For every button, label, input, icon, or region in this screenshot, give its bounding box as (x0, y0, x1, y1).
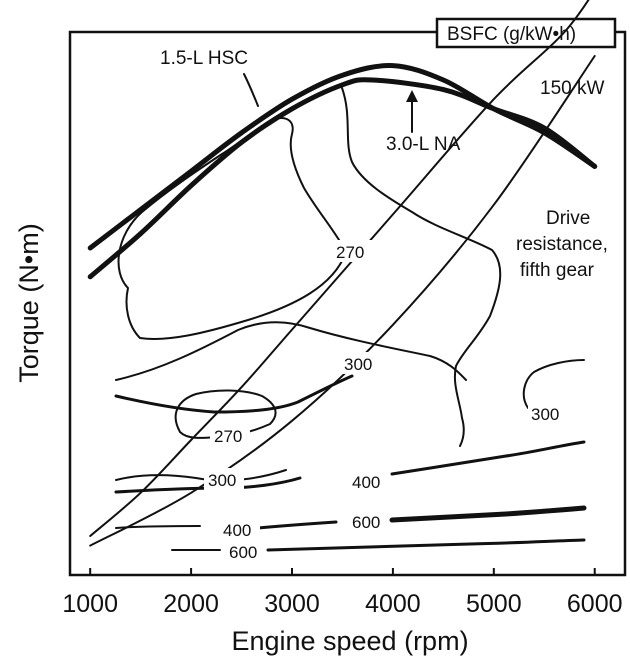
contour-400-low-right (256, 520, 338, 530)
contour-label-270-lower: 270 (214, 427, 242, 446)
series-line-drive-resistance (89, 55, 596, 547)
y-axis-title: Torque (N•m) (14, 223, 44, 382)
series-line-na (87, 77, 598, 280)
contour-300-lower-line (114, 374, 354, 414)
contour-labels: 270 270 300 300 300 400 400 600 600 (204, 240, 568, 562)
na-label: 3.0-L NA (386, 134, 461, 155)
contour-300-right (522, 359, 585, 409)
contour-label-600-right: 600 (352, 513, 380, 532)
drive-label-3: fifth gear (520, 260, 595, 281)
series-line-power (89, 0, 590, 537)
bsfc-legend-text: BSFC (g/kW•h) (447, 24, 576, 45)
contour-300-mid (341, 87, 502, 447)
contour-label-270-upper: 270 (336, 243, 364, 262)
x-tick-label-4: 5000 (466, 590, 522, 618)
x-tick-label-0: 1000 (62, 590, 118, 618)
bsfc-legend-box (435, 17, 617, 49)
drive-label-2: resistance, (516, 234, 608, 255)
x-tick-label-1: 2000 (163, 590, 219, 618)
power-label: 150 kW (540, 78, 604, 99)
hsc-label: 1.5-L HSC (160, 48, 248, 69)
contour-600-right (389, 505, 587, 523)
contour-label-600-low: 600 (229, 543, 257, 562)
hsc-leader (243, 73, 259, 107)
x-tick-label-3: 4000 (365, 590, 421, 618)
contour-600-low-right (266, 538, 586, 552)
drive-label-1: Drive (546, 208, 590, 229)
contour-label-400-right: 400 (352, 473, 380, 492)
contour-label-300-low: 300 (208, 471, 236, 490)
contour-400-low (115, 525, 201, 529)
contour-300-low (115, 469, 287, 482)
x-axis-ticks: 1000 2000 3000 4000 5000 6000 (62, 568, 623, 618)
x-tick-label-2: 3000 (264, 590, 320, 618)
series-line-hsc (87, 63, 598, 251)
contour-400-right (390, 440, 586, 476)
plot-frame (68, 30, 627, 577)
contour-label-300-right: 300 (531, 405, 559, 424)
x-axis-title: Engine speed (rpm) (231, 626, 468, 656)
contour-label-300-mid: 300 (344, 355, 372, 374)
contour-label-400-low: 400 (223, 521, 251, 540)
x-tick-label-5: 6000 (567, 590, 623, 618)
na-leader-arrow (406, 90, 418, 102)
contour-300-line (115, 321, 467, 381)
